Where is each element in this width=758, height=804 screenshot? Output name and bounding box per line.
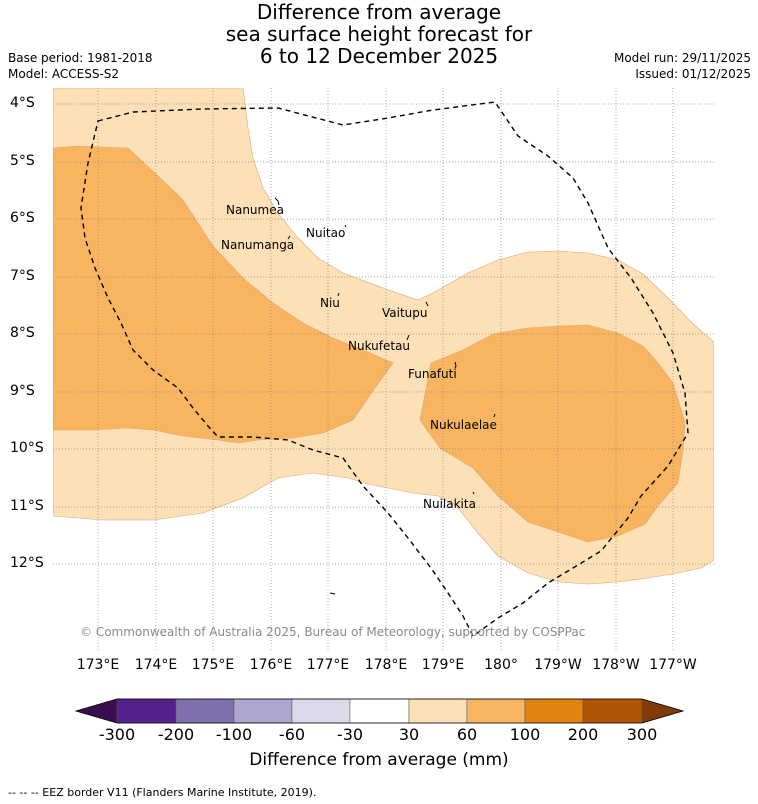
colorbar-seg	[524, 698, 584, 724]
base-period: Base period: 1981-2018	[8, 51, 153, 65]
lon-label: 173°E	[76, 657, 120, 673]
islands	[274, 197, 496, 595]
lat-label: 7°S	[10, 268, 35, 284]
place-label: Nukufetau	[348, 339, 410, 353]
lon-label: 176°E	[249, 657, 293, 673]
colorbar-seg	[291, 698, 351, 724]
place-label: Niu	[320, 296, 340, 310]
colorbar-seg	[75, 698, 118, 724]
colorbar-label: 60	[456, 725, 478, 744]
lon-label: 178°W	[592, 657, 640, 673]
lon-label: 180°	[484, 657, 518, 673]
place-label: Nanumea	[226, 203, 284, 217]
colorbar-seg	[116, 698, 177, 724]
lon-label: 179°W	[534, 657, 582, 673]
lon-label: 179°E	[421, 657, 465, 673]
model-run: Model run: 29/11/2025	[613, 51, 751, 65]
colorbar-seg	[175, 698, 235, 724]
colorbar-seg	[349, 698, 410, 724]
colorbar-seg	[582, 698, 643, 724]
place-label: Nuitao	[306, 226, 345, 240]
colorbar-label: 100	[509, 725, 541, 744]
lat-label: 10°S	[10, 440, 44, 456]
colorbar-label: -100	[215, 725, 253, 744]
colorbar-label: 30	[398, 725, 420, 744]
place-label: Funafuti	[408, 367, 457, 381]
place-label: Vaitupu	[382, 306, 428, 320]
colorbar-seg	[233, 698, 293, 724]
colorbar-label: -30	[336, 725, 364, 744]
title-line-1: Difference from average	[256, 0, 502, 24]
eez-legend: -- -- -- EEZ border V11 (Flanders Marine…	[8, 786, 317, 799]
colorbar-title: Difference from average (mm)	[249, 750, 509, 770]
model-name: Model: ACCESS-S2	[8, 67, 120, 81]
lat-label: 5°S	[10, 153, 35, 169]
colorbar-seg	[408, 698, 468, 724]
title-line-3: 6 to 12 December 2025	[259, 44, 499, 68]
lat-label: 9°S	[10, 383, 35, 399]
title-line-2: sea surface height forecast for	[225, 22, 533, 46]
colorbar-seg	[641, 698, 684, 724]
lat-label: 11°S	[10, 498, 44, 514]
lat-label: 12°S	[10, 555, 44, 571]
lat-label: 4°S	[10, 95, 35, 111]
colorbar-label: -60	[278, 725, 306, 744]
anomaly-band-60-100-east	[419, 324, 686, 543]
colorbar-label: 200	[567, 725, 599, 744]
lon-label: 177°W	[649, 657, 697, 673]
map-grid	[53, 88, 714, 650]
lat-label: 8°S	[10, 325, 35, 341]
colorbar-label: -300	[98, 725, 136, 744]
colorbar	[74, 698, 685, 724]
colorbar-seg	[466, 698, 526, 724]
sea-level-map: Nanumea Nuitao Nanumanga Niu Vaitupu Nuk…	[53, 88, 714, 650]
copyright-notice: © Commonwealth of Australia 2025, Bureau…	[80, 625, 585, 639]
place-label: Nuilakita	[423, 497, 476, 511]
issued-date: Issued: 01/12/2025	[635, 67, 751, 81]
colorbar-label: 300	[626, 725, 658, 744]
lon-label: 177°E	[306, 657, 350, 673]
place-label: Nanumanga	[221, 238, 294, 252]
anomaly-band-60-100-west	[53, 145, 394, 444]
lon-label: 174°E	[134, 657, 178, 673]
lat-label: 6°S	[10, 210, 35, 226]
colorbar-label: -200	[157, 725, 195, 744]
place-label: Nukulaelae	[430, 418, 497, 432]
lon-label: 175°E	[191, 657, 235, 673]
lon-label: 178°E	[364, 657, 408, 673]
